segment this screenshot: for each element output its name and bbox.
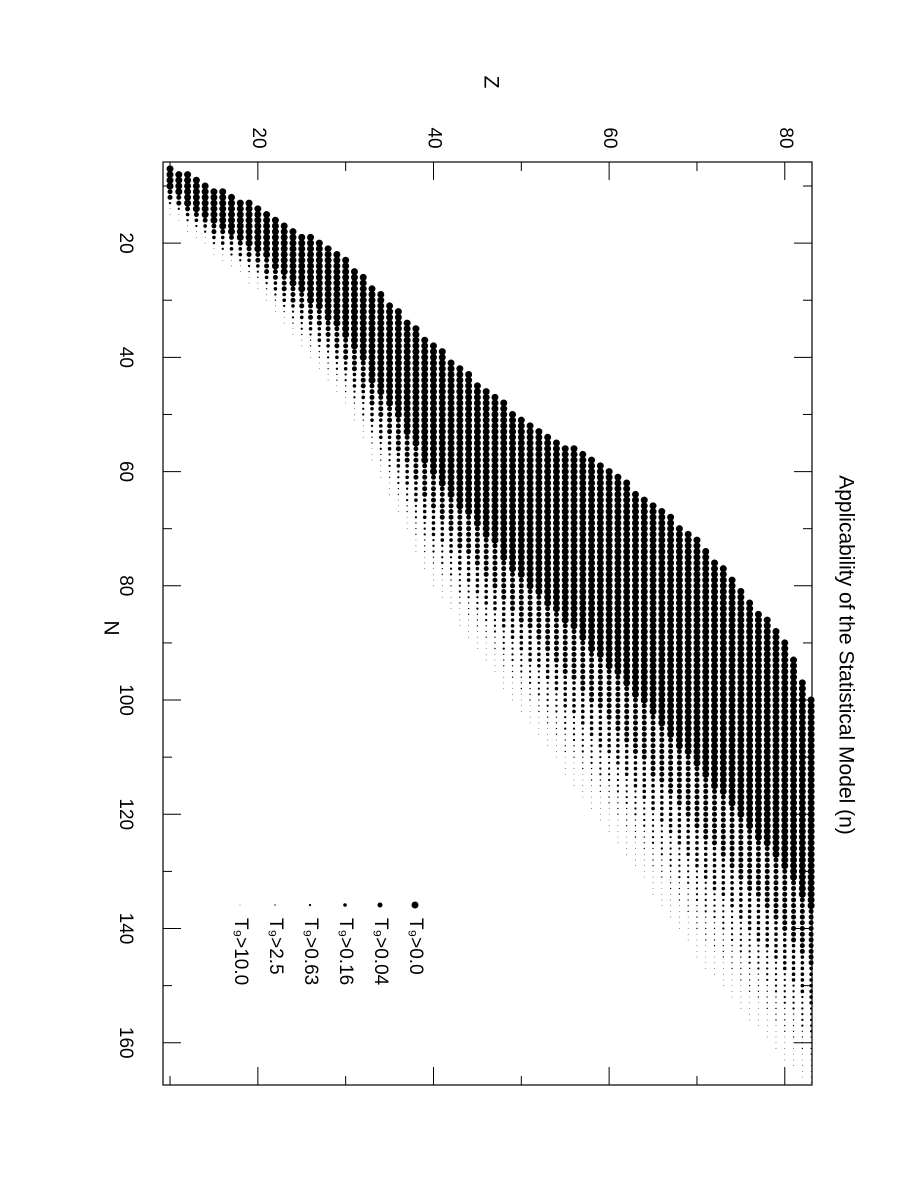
legend-label: T₉>0.16 — [335, 918, 356, 985]
legend-label: T₉>0.63 — [300, 918, 321, 985]
chart-title: Applicability of the Statistical Model (… — [834, 475, 857, 835]
legend-marker — [239, 904, 241, 906]
y-axis-label: Z — [479, 76, 502, 89]
legend-label: T₉>0.04 — [370, 918, 391, 986]
legend-label: T₉>10.0 — [230, 918, 251, 985]
x-tick-label: 20 — [115, 233, 136, 254]
x-tick-label: 140 — [115, 913, 136, 945]
y-tick-label: 60 — [599, 127, 620, 148]
x-tick-label: 160 — [115, 1027, 136, 1059]
legend-label: T₉>2.5 — [265, 918, 286, 975]
x-tick-label: 100 — [115, 684, 136, 716]
legend-marker — [308, 903, 312, 907]
legend-label: T₉>0.0 — [405, 918, 426, 975]
legend-marker — [274, 904, 276, 906]
y-tick-label: 40 — [423, 127, 444, 148]
legend-marker — [411, 901, 419, 909]
x-tick-label: 120 — [115, 798, 136, 830]
x-axis-label: N — [99, 620, 122, 635]
x-tick-label: 40 — [115, 347, 136, 368]
x-tick-label: 60 — [115, 461, 136, 482]
legend-marker — [377, 902, 383, 908]
legend-marker — [343, 903, 347, 907]
plot-frame — [162, 161, 813, 1086]
y-tick-label: 20 — [248, 127, 269, 148]
y-tick-label: 80 — [775, 127, 796, 148]
x-tick-label: 80 — [115, 575, 136, 596]
